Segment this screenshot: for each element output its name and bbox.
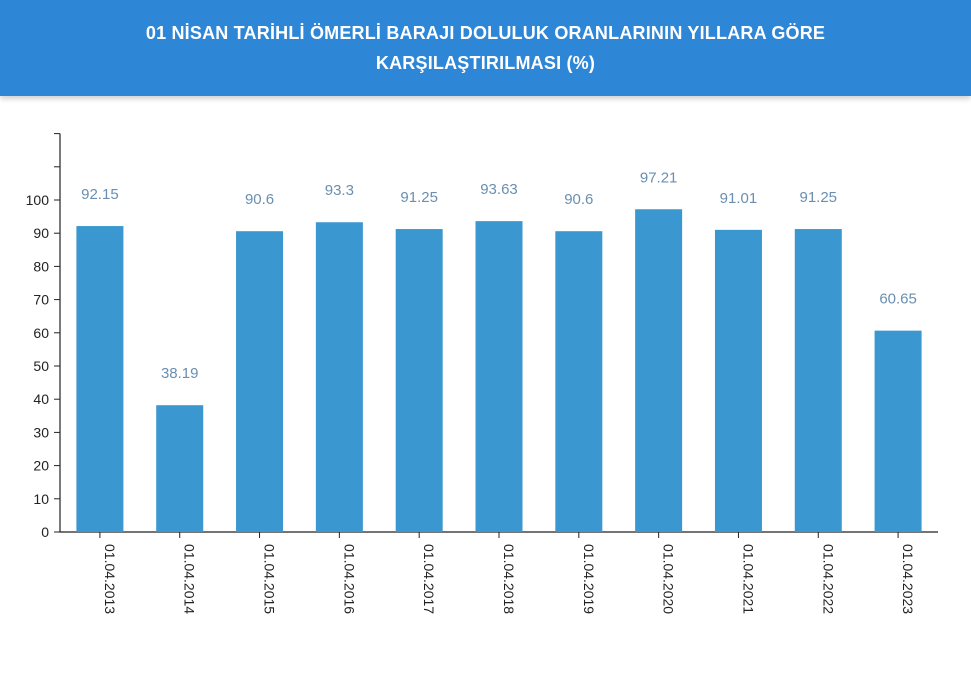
value-label: 90.6 xyxy=(245,191,274,208)
value-label: 91.25 xyxy=(400,189,438,206)
value-label: 93.3 xyxy=(325,182,354,199)
chart-header: 01 NİSAN TARİHLİ ÖMERLİ BARAJI DOLULUK O… xyxy=(0,0,971,96)
y-tick-label: 60 xyxy=(33,325,49,341)
bar xyxy=(635,209,683,532)
y-tick-label: 50 xyxy=(33,358,49,374)
x-tick-label: 01.04.2019 xyxy=(581,544,597,614)
value-label: 91.01 xyxy=(720,190,758,207)
chart-title-line-1: 01 NİSAN TARİHLİ ÖMERLİ BARAJI DOLULUK O… xyxy=(145,23,826,43)
x-tick-label: 01.04.2013 xyxy=(102,544,118,614)
bar xyxy=(714,229,762,532)
bar xyxy=(794,229,842,533)
x-tick-label: 01.04.2020 xyxy=(661,544,677,614)
y-tick-label: 90 xyxy=(33,225,49,241)
y-tick-label: 20 xyxy=(33,458,49,474)
x-tick-label: 01.04.2022 xyxy=(820,544,836,614)
y-tick-label: 0 xyxy=(41,524,49,540)
value-label: 93.63 xyxy=(480,181,518,198)
x-tick-label: 01.04.2015 xyxy=(262,544,278,614)
y-tick-label: 100 xyxy=(26,192,50,208)
y-tick-label: 10 xyxy=(33,491,49,507)
bar xyxy=(236,231,284,532)
bar xyxy=(156,405,204,532)
x-tick-label: 01.04.2018 xyxy=(501,544,517,614)
x-tick-label: 01.04.2016 xyxy=(341,544,357,614)
value-label: 90.6 xyxy=(564,191,593,208)
y-tick-label: 70 xyxy=(33,292,49,308)
bar xyxy=(315,222,363,532)
bar xyxy=(395,229,443,533)
value-label: 38.19 xyxy=(161,365,199,382)
x-tick-label: 01.04.2014 xyxy=(182,544,198,614)
x-tick-label: 01.04.2017 xyxy=(421,544,437,614)
value-label: 97.21 xyxy=(640,169,678,186)
y-tick-label: 40 xyxy=(33,391,49,407)
bar xyxy=(555,231,603,532)
value-label: 92.15 xyxy=(81,186,119,203)
x-tick-label: 01.04.2023 xyxy=(900,544,916,614)
bar xyxy=(76,226,124,532)
value-label: 91.25 xyxy=(799,189,837,206)
value-label: 60.65 xyxy=(879,291,917,308)
y-tick-label: 30 xyxy=(33,424,49,440)
x-tick-label: 01.04.2021 xyxy=(740,544,756,614)
bar xyxy=(475,221,523,532)
bar xyxy=(874,330,922,532)
chart-title-line-2: KARŞILAŞTIRILMASI (%) xyxy=(375,53,596,73)
y-tick-label: 80 xyxy=(33,258,49,274)
